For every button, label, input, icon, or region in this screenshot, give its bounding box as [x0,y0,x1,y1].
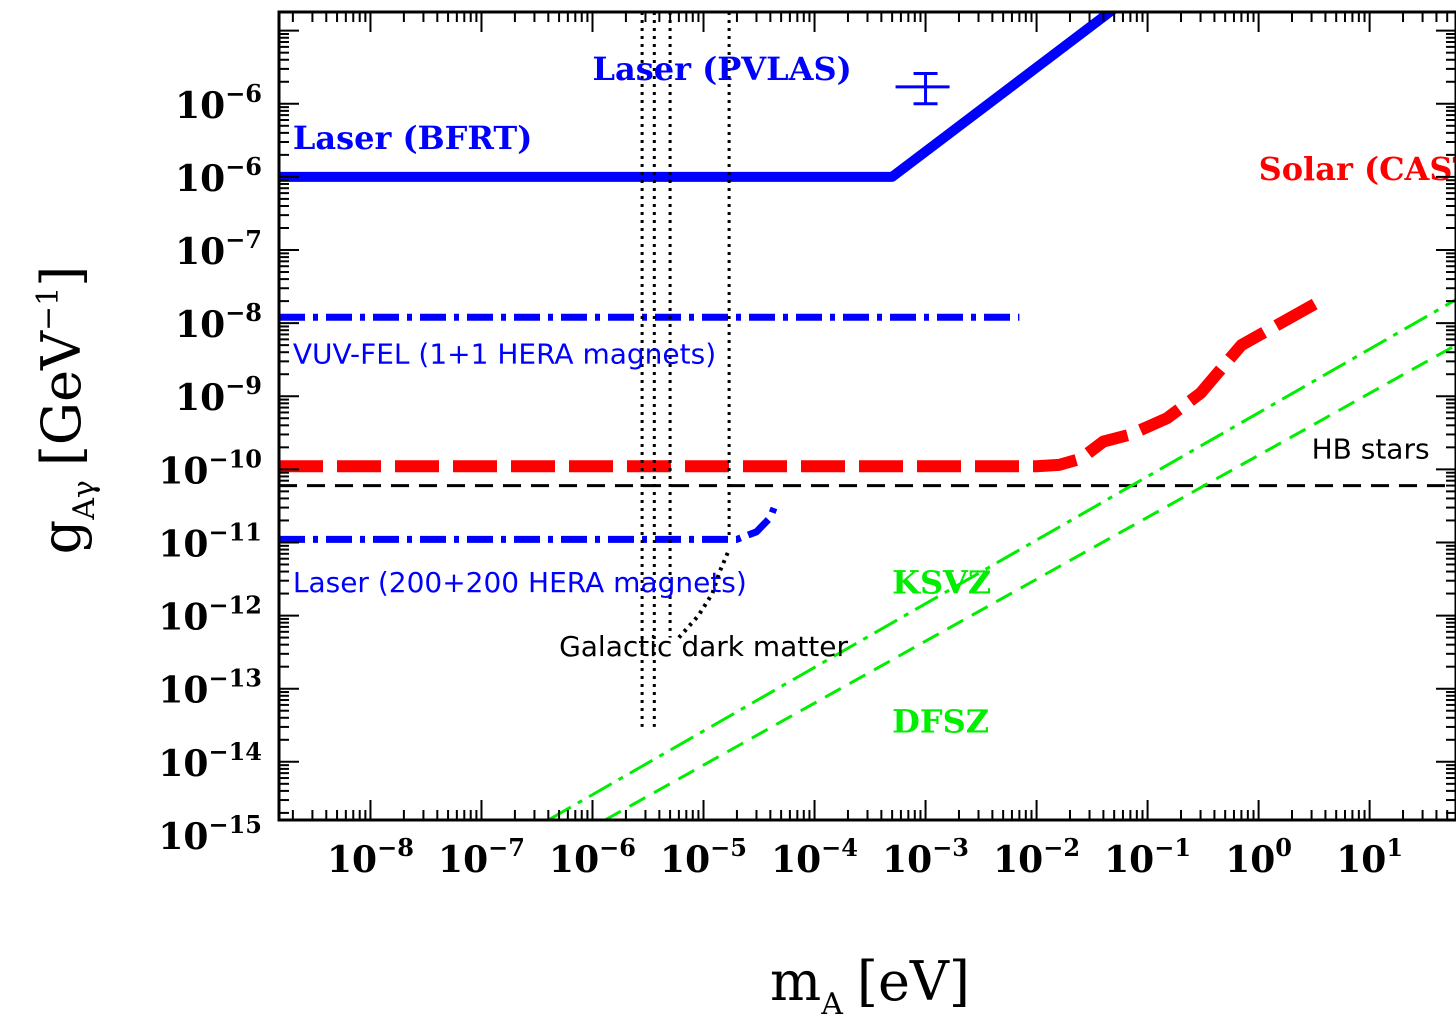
series-ksvz [547,298,1456,820]
series-layer [279,12,1456,820]
y-tick-label: 10−12 [158,591,262,639]
annotation-laser200: Laser (200+200 HERA magnets) [293,566,747,599]
x-tick-label: 10−1 [1104,833,1191,881]
y-tick-label: 10−11 [158,517,262,565]
x-tick-label: 10−5 [660,833,747,881]
y-tick-label: 10−15 [158,810,262,858]
y-tick-label: 10−10 [158,444,262,492]
annotation-pvlas: Laser (PVLAS) [592,50,851,88]
x-tick-labels: 10−8 10−7 10−6 10−5 10−4 10−3 10−2 10−1 100 101 [327,833,1403,881]
x-tick-label: 10−4 [771,833,858,881]
x-tick-label: 10−8 [327,833,414,881]
y-tick-label: 10−8 [175,298,262,346]
annotation-hb: HB stars [1312,433,1430,466]
series-dfsz [604,343,1456,820]
series-bfrt [279,12,1118,182]
series-laser200 [279,501,780,543]
annotations-layer: Laser (BFRT) Laser (PVLAS) Solar (CAST) VUV… [293,50,1456,740]
series-cast [279,292,1329,473]
x-axis-title: mA [eV] [770,950,970,1015]
y-tick-label: 10−14 [158,737,262,785]
annotation-vuv: VUV-FEL (1+1 HERA magnets) [293,338,716,371]
x-tick-label: 10−7 [438,833,525,881]
y-axis-title: gAγ[GeV−1] [30,266,102,555]
y-tick-label: 10−13 [158,664,262,712]
x-tick-label: 101 [1336,833,1403,881]
ticks-layer [279,12,1456,820]
x-tick-label: 100 [1225,833,1292,881]
y-tick-label: 10−9 [175,371,262,419]
y-tick-label: 10−6 [175,79,262,127]
y-tick-label: 10−6 [175,152,262,200]
x-tick-label: 10−2 [993,833,1080,881]
annotation-dfsz: DFSZ [892,703,989,741]
pvlas-errorbar [895,71,950,106]
annotation-ksvz: KSVZ [892,564,991,602]
y-tick-labels: 10−6 10−6 10−7 10−8 10−9 10−10 10−11 10−12 10−13… [158,79,262,858]
y-tick-label: 10−7 [175,225,262,273]
x-tick-label: 10−3 [882,833,969,881]
annotation-cast: Solar (CAST) [1259,150,1456,188]
annotation-bfrt: Laser (BFRT) [293,119,533,157]
x-tick-label: 10−6 [549,833,636,881]
annotation-gdm: Galactic dark matter [559,630,848,663]
